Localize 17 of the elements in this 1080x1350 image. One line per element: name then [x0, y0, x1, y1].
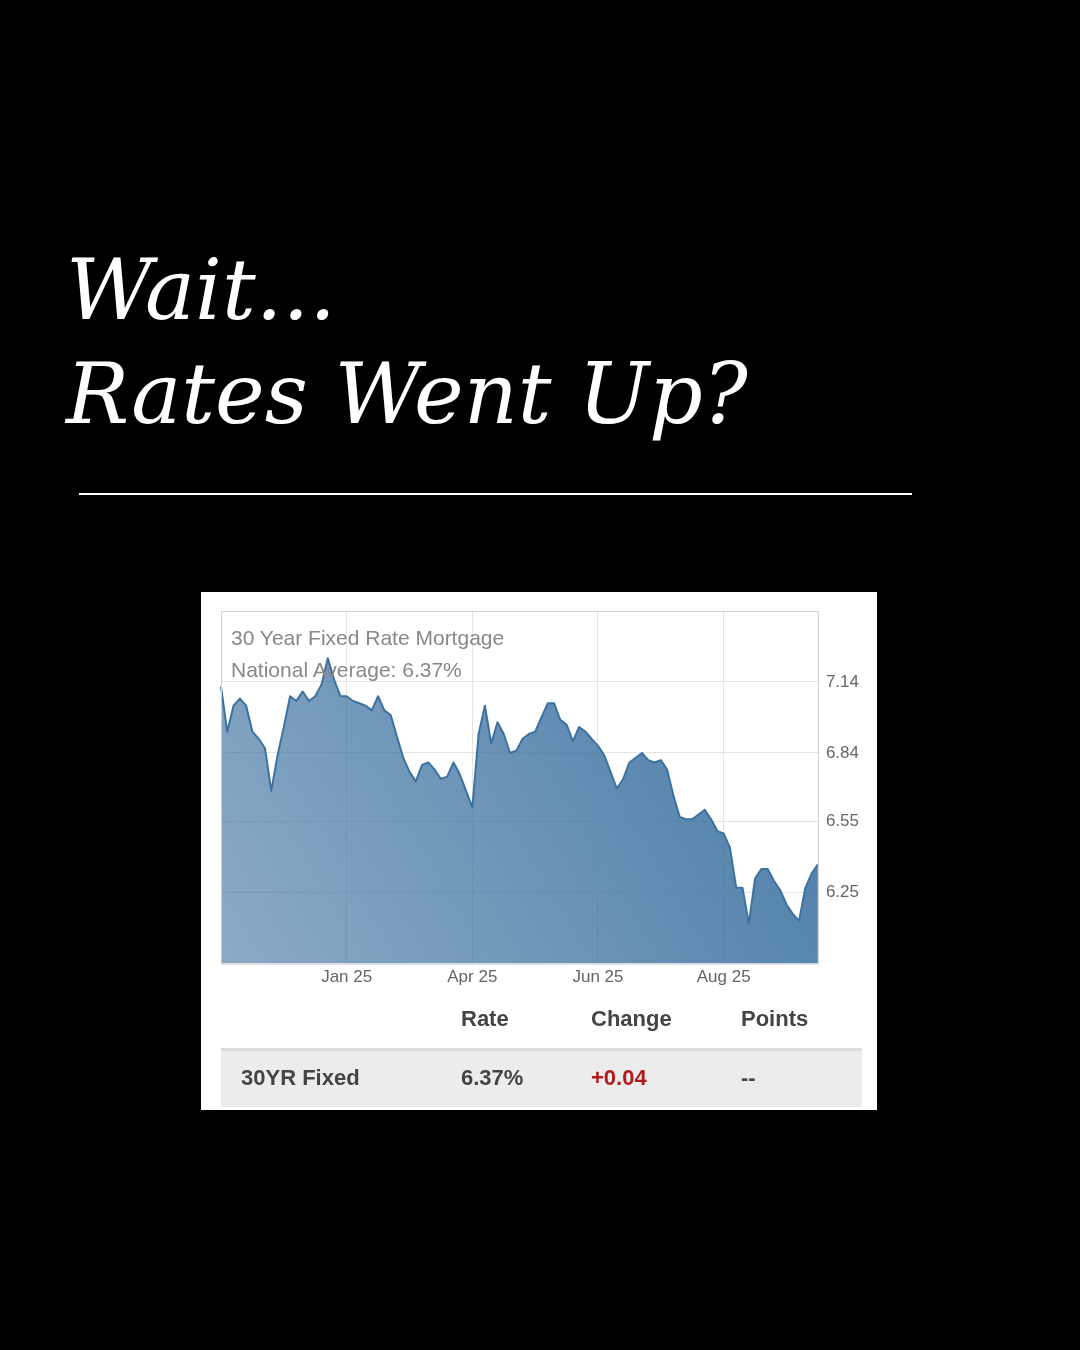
text: 30YR Fixed [241, 1065, 360, 1091]
y-tick-label: 6.84 [825, 742, 860, 762]
text: Change [591, 1006, 672, 1032]
x-tick-label: Aug 25 [696, 967, 751, 987]
text: +0.04 [591, 1065, 647, 1091]
text: -- [741, 1065, 756, 1091]
text: Points [741, 1006, 809, 1032]
text: 30 Year Fixed Rate Mortgage [231, 625, 505, 651]
chart-title: Wait... Rates Went Up? [66, 240, 748, 445]
text: 6.37% [461, 1065, 524, 1091]
y-tick-label: 6.55 [825, 811, 860, 831]
x-tick-label: Jan 25 [321, 967, 373, 987]
y-tick-label: 7.14 [825, 671, 860, 691]
y-tick-label: 6.25 [825, 882, 860, 902]
x-tick-label: Jun 25 [572, 967, 624, 987]
text: Rate [461, 1006, 509, 1032]
x-tick-label: Apr 25 [447, 967, 498, 987]
